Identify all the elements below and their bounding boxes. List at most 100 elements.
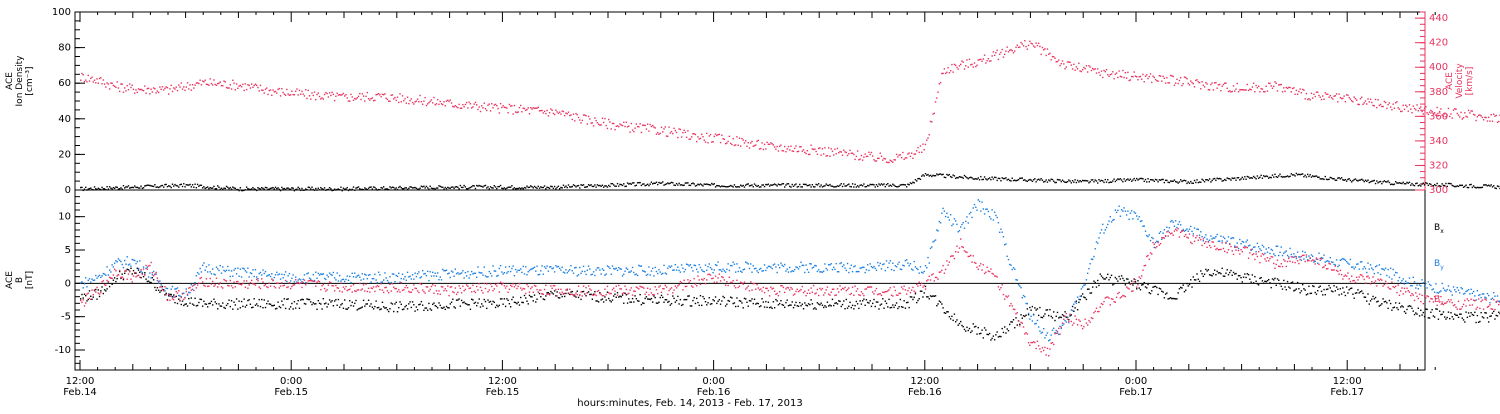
velocity-point bbox=[341, 94, 342, 95]
velocity-point bbox=[802, 150, 803, 151]
By-point bbox=[266, 275, 267, 276]
Bx-point bbox=[818, 303, 819, 304]
velocity-point bbox=[95, 82, 96, 83]
density-point bbox=[877, 186, 878, 187]
velocity-point bbox=[1064, 68, 1065, 69]
velocity-point bbox=[535, 107, 536, 108]
By-point bbox=[173, 296, 174, 297]
By-point bbox=[255, 269, 256, 270]
density-point bbox=[538, 186, 539, 187]
density-point bbox=[172, 184, 173, 185]
velocity-point bbox=[1165, 82, 1166, 83]
velocity-point bbox=[167, 87, 168, 88]
Bx-point bbox=[489, 301, 490, 302]
By-point bbox=[510, 271, 511, 272]
By-point bbox=[1062, 325, 1063, 326]
Bx-point bbox=[1346, 286, 1347, 287]
Bx-point bbox=[1464, 321, 1465, 322]
By-point bbox=[211, 273, 212, 274]
velocity-point bbox=[1467, 116, 1468, 117]
velocity-point bbox=[530, 107, 531, 108]
Bx-point bbox=[484, 299, 485, 300]
Bx-point bbox=[605, 299, 606, 300]
velocity-point bbox=[882, 159, 883, 160]
velocity-point bbox=[729, 136, 730, 137]
By-point bbox=[1214, 238, 1215, 239]
velocity-point bbox=[519, 107, 520, 108]
density-point bbox=[1278, 175, 1279, 176]
density-point bbox=[887, 183, 888, 184]
velocity-point bbox=[1298, 91, 1299, 92]
velocity-point bbox=[1478, 115, 1479, 116]
density-point bbox=[981, 179, 982, 180]
By-point bbox=[194, 282, 195, 283]
density-point bbox=[1394, 183, 1395, 184]
Bx-point bbox=[403, 308, 404, 309]
velocity-point bbox=[485, 108, 486, 109]
Bx-point bbox=[1479, 321, 1480, 322]
Bx-point bbox=[1043, 315, 1044, 316]
Bx-point bbox=[1376, 301, 1377, 302]
velocity-point bbox=[964, 68, 965, 69]
velocity-point bbox=[1131, 76, 1132, 77]
By-point bbox=[1107, 224, 1108, 225]
density-point bbox=[616, 186, 617, 187]
By-point bbox=[993, 219, 994, 220]
Bx-point bbox=[481, 303, 482, 304]
Bx-point bbox=[202, 305, 203, 306]
density-point bbox=[315, 188, 316, 189]
density-point bbox=[509, 187, 510, 188]
velocity-point bbox=[308, 90, 309, 91]
By-point bbox=[1089, 263, 1090, 264]
density-point bbox=[901, 184, 902, 185]
Bx-point bbox=[201, 299, 202, 300]
density-point bbox=[792, 184, 793, 185]
density-point bbox=[808, 185, 809, 186]
Bx-point bbox=[433, 302, 434, 303]
density-point bbox=[1195, 182, 1196, 183]
density-point bbox=[655, 183, 656, 184]
density-point bbox=[353, 186, 354, 187]
density-point bbox=[208, 188, 209, 189]
By-point bbox=[638, 265, 639, 266]
density-point bbox=[1185, 180, 1186, 181]
By-point bbox=[1081, 288, 1082, 289]
Bx-point bbox=[90, 296, 91, 297]
density-point bbox=[455, 186, 456, 187]
By-point bbox=[699, 264, 700, 265]
Bx-point bbox=[869, 300, 870, 301]
Bx-point bbox=[780, 300, 781, 301]
velocity-point bbox=[657, 132, 658, 133]
velocity-point bbox=[949, 72, 950, 73]
By-point bbox=[808, 272, 809, 273]
Bx-point bbox=[575, 296, 576, 297]
velocity-point bbox=[952, 71, 953, 72]
Bx-point bbox=[985, 329, 986, 330]
velocity-point bbox=[228, 87, 229, 88]
density-point bbox=[437, 187, 438, 188]
By-point bbox=[343, 279, 344, 280]
By-point bbox=[634, 274, 635, 275]
density-point bbox=[1203, 180, 1204, 181]
By-point bbox=[431, 275, 432, 276]
velocity-point bbox=[567, 113, 568, 114]
velocity-point bbox=[1118, 70, 1119, 71]
Bx-point bbox=[128, 269, 129, 270]
By-point bbox=[921, 272, 922, 273]
By-point bbox=[1022, 297, 1023, 298]
velocity-point bbox=[554, 114, 555, 115]
velocity-point bbox=[768, 144, 769, 145]
By-point bbox=[1064, 320, 1065, 321]
velocity-point bbox=[162, 86, 163, 87]
velocity-point bbox=[1038, 43, 1039, 44]
density-point bbox=[507, 187, 508, 188]
velocity-point bbox=[608, 119, 609, 120]
By-point bbox=[300, 279, 301, 280]
density-point bbox=[447, 187, 448, 188]
density-point bbox=[403, 188, 404, 189]
By-point bbox=[783, 266, 784, 267]
Bx-point bbox=[1460, 314, 1461, 315]
density-point bbox=[319, 189, 320, 190]
velocity-point bbox=[177, 90, 178, 91]
Bx-point bbox=[754, 299, 755, 300]
